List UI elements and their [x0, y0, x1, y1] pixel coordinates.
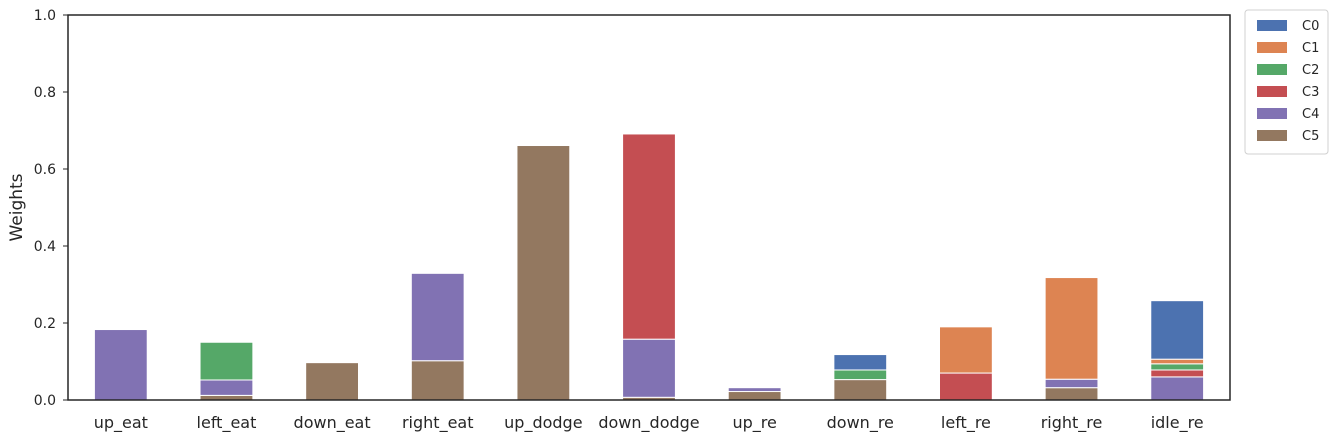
x-tick-label: up_eat [94, 413, 148, 433]
bar-segment-c4-right-eat [410, 272, 465, 362]
bar-segment-c2-idle-re [1150, 363, 1205, 371]
legend-swatch-c1 [1257, 42, 1287, 53]
bar-segment-c0-down-re [833, 354, 888, 371]
legend-swatch-c2 [1257, 64, 1287, 75]
bar-segment-c5-up-dodge [516, 145, 571, 401]
y-tick-label: 1.0 [34, 8, 56, 24]
x-tick-label: down_dodge [598, 413, 699, 433]
bar-segment-c0-idle-re [1150, 300, 1205, 360]
y-tick-label: 0.2 [34, 316, 56, 332]
bar-segment-c3-idle-re [1150, 369, 1205, 378]
bar-segment-c4-idle-re [1150, 376, 1205, 401]
bar-segment-c1-idle-re [1150, 358, 1205, 365]
x-tick-label: up_dodge [504, 413, 582, 433]
legend: C0 C1 C2 C3 C4 C5 [1244, 9, 1329, 155]
legend-label-c5: C5 [1302, 129, 1319, 144]
bar-segment-c5-right-re [1044, 387, 1099, 401]
y-axis-title: Weights [7, 173, 27, 241]
legend-swatch-c4 [1257, 108, 1287, 119]
plot-frame [67, 14, 1231, 401]
bar-segment-c4-left-eat [199, 379, 254, 396]
x-tick-label: down_eat [294, 413, 371, 433]
bar-segment-c2-down-re [833, 369, 888, 381]
bars-group [93, 133, 1205, 401]
legend-swatch-c3 [1257, 86, 1287, 97]
legend-swatch-c5 [1257, 130, 1287, 141]
bar-segment-c1-right-re [1044, 277, 1099, 380]
bar-segment-c1-left-re [939, 326, 993, 374]
legend-label-c2: C2 [1302, 63, 1319, 78]
bar-segment-c4-up-re [727, 387, 782, 393]
bar-segment-c4-right-re [1044, 378, 1099, 389]
bar-segment-c5-down-eat [305, 362, 360, 401]
x-tick-label: up_re [732, 413, 776, 433]
bar-segment-c4-up-eat [93, 329, 148, 401]
bar-segment-c3-left-re [939, 372, 993, 401]
bar-segment-c3-down-dodge [622, 133, 676, 340]
legend-label-c0: C0 [1302, 19, 1319, 34]
y-tick-label: 0.0 [34, 393, 56, 409]
x-tick-label: left_eat [197, 413, 257, 433]
legend-label-c1: C1 [1302, 41, 1319, 56]
x-tick-label: right_eat [402, 413, 474, 433]
legend-label-c4: C4 [1302, 107, 1319, 122]
bar-segment-c5-down-re [833, 379, 888, 401]
x-tick-label: left_re [941, 413, 991, 433]
y-tick-label: 0.8 [34, 85, 56, 101]
bar-segment-c5-right-eat [410, 360, 465, 401]
bar-segment-c5-up-re [727, 391, 782, 401]
legend-label-c3: C3 [1302, 85, 1319, 100]
x-axis-labels: up_eat left_eat down_eat right_eat up_dodge d… [94, 413, 1204, 433]
bar-segment-c4-down-dodge [622, 338, 676, 398]
legend-swatch-c0 [1257, 20, 1287, 31]
x-tick-label: down_re [827, 413, 894, 433]
y-axis-ticks: 0.0 0.2 0.4 0.6 0.8 1.0 [34, 8, 68, 409]
y-tick-label: 0.4 [34, 239, 56, 255]
x-tick-label: right_re [1041, 413, 1103, 433]
x-tick-label: idle_re [1151, 413, 1204, 433]
y-tick-label: 0.6 [34, 162, 56, 178]
bar-segment-c2-left-eat [199, 341, 254, 381]
